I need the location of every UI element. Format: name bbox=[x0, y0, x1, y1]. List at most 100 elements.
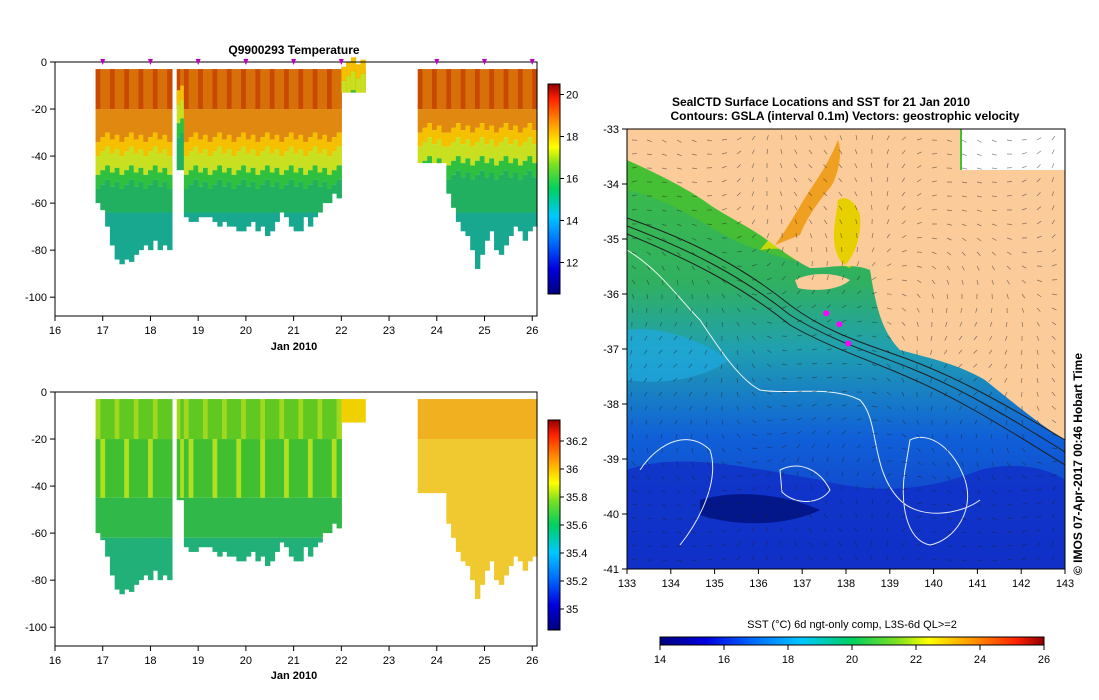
velocity-vector bbox=[1005, 321, 1008, 327]
p1-cell-0-15-4 bbox=[167, 174, 173, 189]
velocity-vector bbox=[1021, 321, 1024, 327]
velocity-vector bbox=[1051, 135, 1056, 141]
velocity-vector bbox=[1051, 486, 1057, 491]
p2-cell-0-6-3 bbox=[124, 537, 130, 590]
p1-cell-0-12-2 bbox=[152, 132, 159, 147]
p1-cell-5-12-3 bbox=[503, 137, 509, 157]
velocity-vector bbox=[989, 321, 993, 327]
velocity-vector bbox=[854, 205, 858, 211]
p2-cell-2-24-0 bbox=[298, 399, 304, 440]
velocity-vector bbox=[886, 263, 892, 267]
velocity-vector bbox=[916, 193, 922, 197]
p2-cb-tick-label: 35.4 bbox=[566, 548, 587, 560]
p1-cell-5-11-2 bbox=[498, 127, 505, 142]
p2-cell-2-0-1 bbox=[183, 439, 190, 498]
velocity-vector bbox=[643, 349, 648, 355]
p1-cell-5-1-3 bbox=[451, 141, 457, 161]
p2-cell-2-5-3 bbox=[207, 537, 214, 548]
p2-cell-5-10-1 bbox=[494, 439, 500, 581]
p1-cell-2-20-1 bbox=[279, 109, 285, 142]
p1-cell-5-7-2 bbox=[479, 123, 486, 138]
velocity-vector bbox=[901, 377, 905, 383]
p2-cell-0-2-0 bbox=[105, 399, 111, 440]
p1-cb-tick-label: 18 bbox=[566, 132, 578, 144]
p1-cell-0-3-2 bbox=[109, 139, 116, 154]
velocity-vector bbox=[674, 419, 678, 425]
p1-cell-2-2-4 bbox=[193, 165, 199, 180]
velocity-vector bbox=[929, 363, 933, 369]
velocity-vector bbox=[973, 363, 978, 368]
velocity-vector bbox=[1051, 500, 1056, 505]
velocity-vector bbox=[646, 461, 650, 467]
p1-cell-2-3-4 bbox=[198, 172, 204, 187]
p1-cell-2-5-0 bbox=[207, 69, 214, 110]
p1-cell-0-7-0 bbox=[128, 69, 135, 110]
velocity-vector bbox=[688, 391, 693, 397]
velocity-vector bbox=[886, 473, 892, 477]
velocity-vector bbox=[795, 499, 798, 505]
velocity-vector bbox=[1051, 527, 1055, 533]
velocity-vector bbox=[838, 191, 843, 197]
velocity-vector bbox=[793, 177, 798, 183]
velocity-vector bbox=[841, 377, 848, 379]
map-x-ticks: 133 134 135 136 137 138 139 140 141 142 143 bbox=[618, 569, 1074, 590]
velocity-vector bbox=[886, 307, 892, 310]
velocity-vector bbox=[826, 289, 831, 295]
velocity-vector bbox=[901, 191, 906, 197]
p1-cell-2-2-6 bbox=[193, 212, 199, 222]
velocity-vector bbox=[736, 501, 742, 505]
p2-cell-5-11-1 bbox=[498, 439, 505, 585]
map-ytick-label: -39 bbox=[603, 454, 619, 466]
velocity-vector bbox=[901, 321, 906, 327]
p1-cell-2-1-1 bbox=[188, 109, 194, 138]
velocity-vector bbox=[916, 279, 922, 283]
velocity-vector bbox=[961, 559, 967, 562]
p2-cell-1-0-0 bbox=[176, 399, 181, 440]
velocity-vector bbox=[676, 489, 681, 494]
map-title-line2: Contours: GSLA (interval 0.1m) Vectors: … bbox=[671, 109, 1020, 123]
p2-cell-2-0-2 bbox=[183, 497, 190, 538]
p1-cell-2-4-5 bbox=[202, 181, 209, 213]
bathymetry-contour-3 bbox=[627, 233, 1065, 466]
p1-cell-2-0-0 bbox=[183, 69, 190, 110]
velocity-vector bbox=[826, 416, 832, 421]
p1-cell-5-18-4 bbox=[532, 163, 538, 178]
p1-cell-5-2-6 bbox=[455, 212, 462, 222]
velocity-vector bbox=[976, 559, 982, 562]
p1-cell-0-13-4 bbox=[157, 172, 163, 187]
p1-cell-5-2-4 bbox=[455, 156, 462, 171]
p1-cell-2-0-6 bbox=[183, 212, 190, 218]
p1-cell-2-15-0 bbox=[255, 69, 261, 110]
p2-cell-2-20-1 bbox=[279, 439, 285, 498]
velocity-vector bbox=[1036, 363, 1039, 369]
p1-cell-2-29-3 bbox=[322, 149, 328, 168]
p1-cell-4-5-1 bbox=[441, 109, 447, 133]
velocity-vector bbox=[856, 305, 862, 309]
velocity-vector bbox=[808, 513, 813, 519]
velocity-vector bbox=[901, 541, 906, 547]
velocity-vector bbox=[886, 248, 891, 253]
temperature-panel: Q9900293 Temperature 16 17 18 19 20 21 22 23 24 2… bbox=[25, 43, 578, 353]
p2-ytick-label: -60 bbox=[31, 528, 47, 540]
velocity-vector bbox=[706, 489, 712, 493]
p2-cell-2-28-2 bbox=[317, 497, 323, 538]
velocity-vector bbox=[946, 293, 949, 299]
velocity-vector bbox=[976, 279, 979, 285]
velocity-vector bbox=[808, 149, 813, 155]
velocity-vector bbox=[780, 205, 783, 211]
p2-cell-5-15-0 bbox=[517, 399, 524, 440]
p1-cell-2-9-2 bbox=[226, 134, 233, 150]
p2-cell-5-2-0 bbox=[455, 399, 462, 440]
velocity-vector bbox=[931, 166, 937, 169]
velocity-vector bbox=[901, 349, 905, 355]
p2-cell-2-31-0 bbox=[331, 399, 338, 440]
p1-cell-5-13-6 bbox=[508, 212, 514, 237]
p1-cell-5-0-0 bbox=[446, 69, 452, 110]
p1-cell-4-4-2 bbox=[436, 125, 443, 140]
p1-cell-2-27-3 bbox=[312, 146, 319, 166]
p1-cell-2-1-2 bbox=[188, 137, 194, 152]
p1-cell-5-1-1 bbox=[451, 109, 457, 128]
p2-cell-1-1-2 bbox=[180, 497, 185, 501]
velocity-vector bbox=[946, 475, 951, 481]
velocity-vector bbox=[646, 153, 652, 156]
